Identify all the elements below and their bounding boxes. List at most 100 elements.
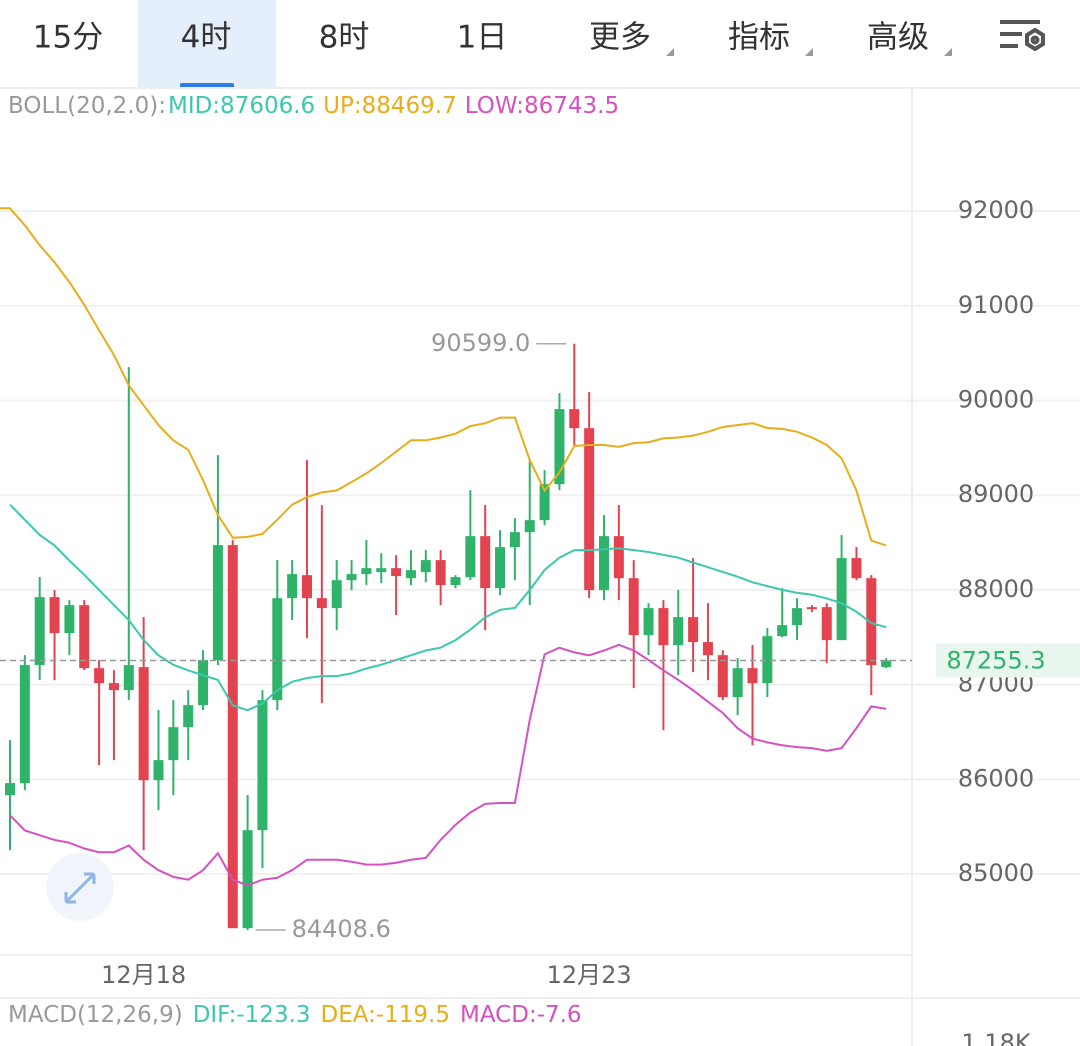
x-tick-label: 12月23 (547, 961, 632, 989)
candle-body (242, 830, 253, 929)
candle-body (79, 605, 90, 669)
y-tick-label: 90000 (958, 386, 1034, 414)
active-tab-bg (138, 0, 276, 88)
candle-body (168, 727, 179, 761)
candle-body (5, 783, 15, 796)
tab[interactable]: 更多 (589, 20, 651, 56)
candle-body (376, 568, 387, 573)
candle-body (643, 608, 654, 636)
candle-body (198, 660, 209, 706)
candle-body (19, 665, 30, 784)
expand-button[interactable] (46, 853, 114, 921)
last-price-tag (936, 643, 1080, 678)
candle-body (405, 570, 416, 579)
candle-body (747, 668, 758, 684)
legend-entry: MID:87606.6 (168, 93, 315, 119)
annotation-label: 90599.0 (431, 329, 530, 357)
candle-body (153, 760, 164, 781)
tab[interactable]: 8时 (319, 20, 370, 56)
candle-body (435, 560, 446, 586)
candle-body (821, 607, 832, 641)
y-tick-label: 85000 (958, 859, 1034, 887)
candle-body (495, 547, 506, 589)
active-tab-underline (180, 83, 234, 88)
candle-body (420, 560, 431, 573)
settings-icon[interactable] (1000, 20, 1045, 52)
candle-body (94, 668, 105, 684)
candle-body (554, 409, 565, 485)
candle-body (792, 608, 803, 626)
candle-body (777, 625, 788, 637)
indicator-label: BOLL(20,2.0): (8, 93, 166, 119)
candle-body (866, 578, 877, 666)
candle-body (391, 568, 402, 577)
legend-entry: MACD:-7.6 (460, 1002, 582, 1028)
candle-body (183, 705, 194, 728)
candle-body (302, 575, 312, 599)
macd-axis-label: 1.18K (961, 1029, 1031, 1046)
candle-body (450, 577, 461, 586)
y-tick-label: 89000 (958, 480, 1034, 508)
tab[interactable]: 15分 (33, 20, 103, 56)
candle-body (628, 578, 639, 636)
y-tick-label: 88000 (958, 575, 1034, 603)
candle-body (539, 484, 550, 521)
dropdown-arrows (666, 48, 952, 56)
indicator-label: MACD(12,26,9) (8, 1002, 183, 1028)
candle-body (272, 598, 283, 701)
tab[interactable]: 指标 (728, 20, 790, 56)
candle-body (584, 428, 595, 591)
tab[interactable]: 高级 (867, 20, 929, 56)
candle-body (762, 636, 773, 684)
candle-body (64, 605, 75, 634)
candle-body (702, 642, 713, 656)
tab[interactable]: 1日 (457, 20, 508, 56)
candle-body (346, 574, 357, 581)
boll-legend: BOLL(20,2.0):MID:87606.6 UP:88469.7 LOW:86… (8, 93, 619, 119)
candle-body (732, 668, 743, 698)
legend-entry: DEA:-119.5 (321, 1002, 450, 1028)
y-tick-label: 92000 (958, 196, 1034, 224)
candle-body (257, 700, 268, 831)
legend-entry: UP:88469.7 (323, 93, 457, 119)
tab[interactable]: 4时 (181, 20, 232, 56)
boll-line (9, 643, 887, 887)
candle-body (49, 597, 60, 634)
legend-entry: LOW:86743.5 (465, 93, 619, 119)
plot: 90599.0 84408.6 87255.3 (0, 207, 1080, 943)
candle-body (361, 568, 372, 575)
candle-body (806, 607, 817, 610)
candle-body (569, 409, 580, 429)
candle-body (509, 532, 520, 548)
candle-body (108, 683, 119, 691)
y-tick-label: 91000 (958, 291, 1034, 319)
candle-body (673, 617, 684, 646)
macd-legend: MACD(12,26,9) DIF:-123.3 DEA:-119.5 MACD:-7… (8, 1002, 582, 1028)
candle-body (212, 545, 223, 661)
candle-body (316, 598, 327, 609)
candle-body (138, 667, 149, 781)
candle-body (836, 558, 847, 641)
candle-body (331, 580, 342, 609)
legend-entry: DIF:-123.3 (193, 1002, 311, 1028)
candle-body (480, 536, 491, 589)
boll-line (0, 207, 887, 547)
candle-body (613, 536, 624, 579)
candle-body (717, 655, 728, 698)
candle-body (465, 536, 476, 578)
candle-body (688, 617, 699, 643)
candle-body (524, 520, 535, 533)
y-tick-label: 86000 (958, 764, 1034, 792)
boll-line (9, 503, 887, 712)
candle-body (287, 574, 298, 599)
grid: 8500086000870008800089000900009100092000… (0, 196, 1080, 989)
last-price-label: 87255.3 (946, 646, 1045, 674)
x-tick-label: 12月18 (101, 961, 186, 989)
candle-body (881, 660, 892, 668)
candle-body (851, 558, 862, 579)
candle-body (599, 536, 609, 591)
candle-body (123, 665, 134, 691)
candle-body (658, 608, 669, 646)
